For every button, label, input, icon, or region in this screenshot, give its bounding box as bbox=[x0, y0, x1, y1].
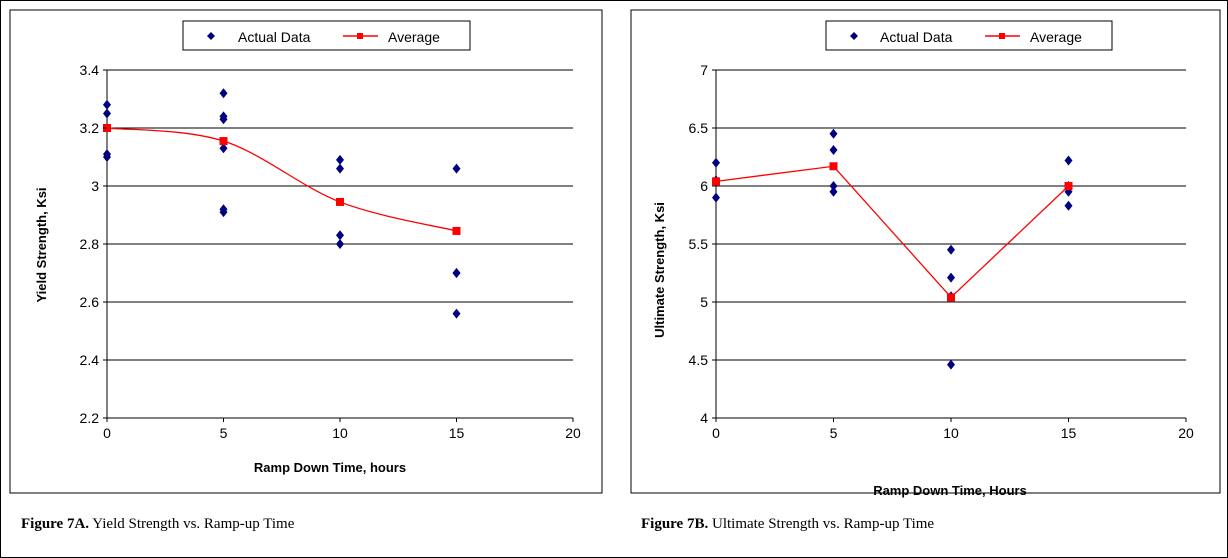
y-tick-label: 4.5 bbox=[689, 352, 709, 368]
actual-data-point bbox=[103, 99, 111, 110]
chart-7b-caption: Figure 7B. Ultimate Strength vs. Ramp-up… bbox=[641, 516, 934, 532]
actual-data-point bbox=[1064, 200, 1073, 211]
x-tick-label: 5 bbox=[220, 425, 228, 441]
chart-7a: 2.2 2.4 2.6 2.8 3 3.2 3.4 0 5 10 15 20 Actual Data … bbox=[9, 9, 603, 532]
chart-7b-legend: Actual Data Average bbox=[825, 20, 1113, 51]
chart-7a-x-axis-title: Ramp Down Time, hours bbox=[254, 460, 406, 475]
x-tick-label: 10 bbox=[332, 425, 348, 441]
chart-7b: 4 4.5 5 5.5 6 6.5 7 0 5 10 15 20 Actual Data Averag… bbox=[630, 9, 1221, 532]
y-tick-label: 4 bbox=[700, 410, 708, 426]
actual-data-point bbox=[452, 308, 461, 319]
legend-average-label: Average bbox=[1030, 29, 1082, 45]
y-tick-label: 5 bbox=[700, 294, 708, 310]
y-tick-label: 2.2 bbox=[80, 410, 100, 426]
caption-7a-bold: Figure 7A. bbox=[21, 516, 89, 532]
average-point bbox=[219, 137, 228, 146]
chart-7b-y-axis-title: Ultimate Strength, Ksi bbox=[652, 202, 667, 338]
actual-data-point bbox=[103, 149, 111, 160]
actual-data-point bbox=[947, 244, 955, 255]
chart-7a-caption: Figure 7A. Yield Strength vs. Ramp-up Ti… bbox=[21, 516, 295, 532]
chart-7b-x-axis-title: Ramp Down Time, Hours bbox=[873, 483, 1027, 498]
actual-data-point bbox=[947, 272, 955, 283]
average-point bbox=[947, 293, 955, 302]
y-tick-label: 3.2 bbox=[80, 120, 100, 136]
actual-data-point bbox=[712, 192, 720, 203]
x-tick-label: 10 bbox=[943, 425, 959, 441]
chart-7b-area bbox=[630, 9, 1221, 494]
legend-average-label: Average bbox=[388, 29, 440, 45]
actual-data-point bbox=[712, 157, 720, 168]
y-tick-label: 2.4 bbox=[80, 352, 100, 368]
y-tick-label: 5.5 bbox=[689, 236, 709, 252]
caption-7b-bold: Figure 7B. bbox=[641, 516, 708, 532]
chart-7a-y-axis-title: Yield Strength, Ksi bbox=[34, 187, 49, 302]
actual-data-point bbox=[219, 88, 228, 99]
actual-data-point bbox=[829, 186, 838, 197]
actual-data-point bbox=[219, 114, 228, 125]
average-point bbox=[336, 197, 344, 206]
average-line bbox=[106, 127, 457, 232]
actual-data-point bbox=[219, 207, 228, 218]
legend-average-marker bbox=[999, 33, 1005, 39]
actual-data-point bbox=[829, 181, 838, 191]
x-tick-label: 15 bbox=[1061, 425, 1077, 441]
actual-data-point bbox=[829, 145, 838, 156]
legend-average-marker bbox=[357, 33, 363, 39]
actual-data-point bbox=[452, 163, 461, 174]
caption-7a-text: Yield Strength vs. Ramp-up Time bbox=[89, 516, 295, 532]
legend-actual-label: Actual Data bbox=[238, 29, 311, 45]
actual-data-point bbox=[1064, 155, 1073, 166]
actual-data-point bbox=[947, 359, 955, 370]
actual-data-point bbox=[219, 143, 228, 154]
average-line bbox=[715, 165, 1069, 299]
legend-box bbox=[182, 20, 471, 51]
x-tick-label: 20 bbox=[565, 425, 581, 441]
average-point bbox=[452, 226, 461, 235]
actual-data-point bbox=[452, 268, 461, 278]
y-tick-label: 2.6 bbox=[80, 294, 100, 310]
y-tick-label: 2.8 bbox=[80, 236, 100, 252]
x-tick-label: 20 bbox=[1178, 425, 1194, 441]
caption-7b-text: Ultimate Strength vs. Ramp-up Time bbox=[708, 516, 934, 532]
y-tick-label: 6.5 bbox=[689, 120, 709, 136]
actual-data-point bbox=[336, 230, 344, 241]
chart-7a-legend: Actual Data Average bbox=[182, 20, 471, 51]
x-tick-label: 0 bbox=[712, 425, 720, 441]
actual-data-point bbox=[336, 154, 344, 165]
legend-actual-marker bbox=[850, 32, 858, 40]
legend-actual-label: Actual Data bbox=[880, 29, 953, 45]
average-point bbox=[712, 177, 720, 186]
y-tick-label: 3.4 bbox=[80, 62, 100, 78]
actual-data-point bbox=[336, 239, 344, 249]
actual-data-point bbox=[103, 108, 111, 119]
y-tick-label: 3 bbox=[91, 178, 99, 194]
legend-box bbox=[825, 20, 1113, 51]
actual-data-point bbox=[336, 163, 344, 174]
average-point bbox=[1064, 182, 1073, 190]
average-point bbox=[829, 162, 838, 171]
x-tick-label: 0 bbox=[103, 425, 111, 441]
y-tick-label: 6 bbox=[700, 178, 708, 194]
chart-7a-area bbox=[9, 9, 603, 494]
legend-actual-marker bbox=[207, 32, 215, 40]
x-tick-label: 5 bbox=[830, 425, 838, 441]
actual-data-point bbox=[829, 128, 838, 139]
y-tick-label: 7 bbox=[700, 62, 708, 78]
x-tick-label: 15 bbox=[449, 425, 465, 441]
